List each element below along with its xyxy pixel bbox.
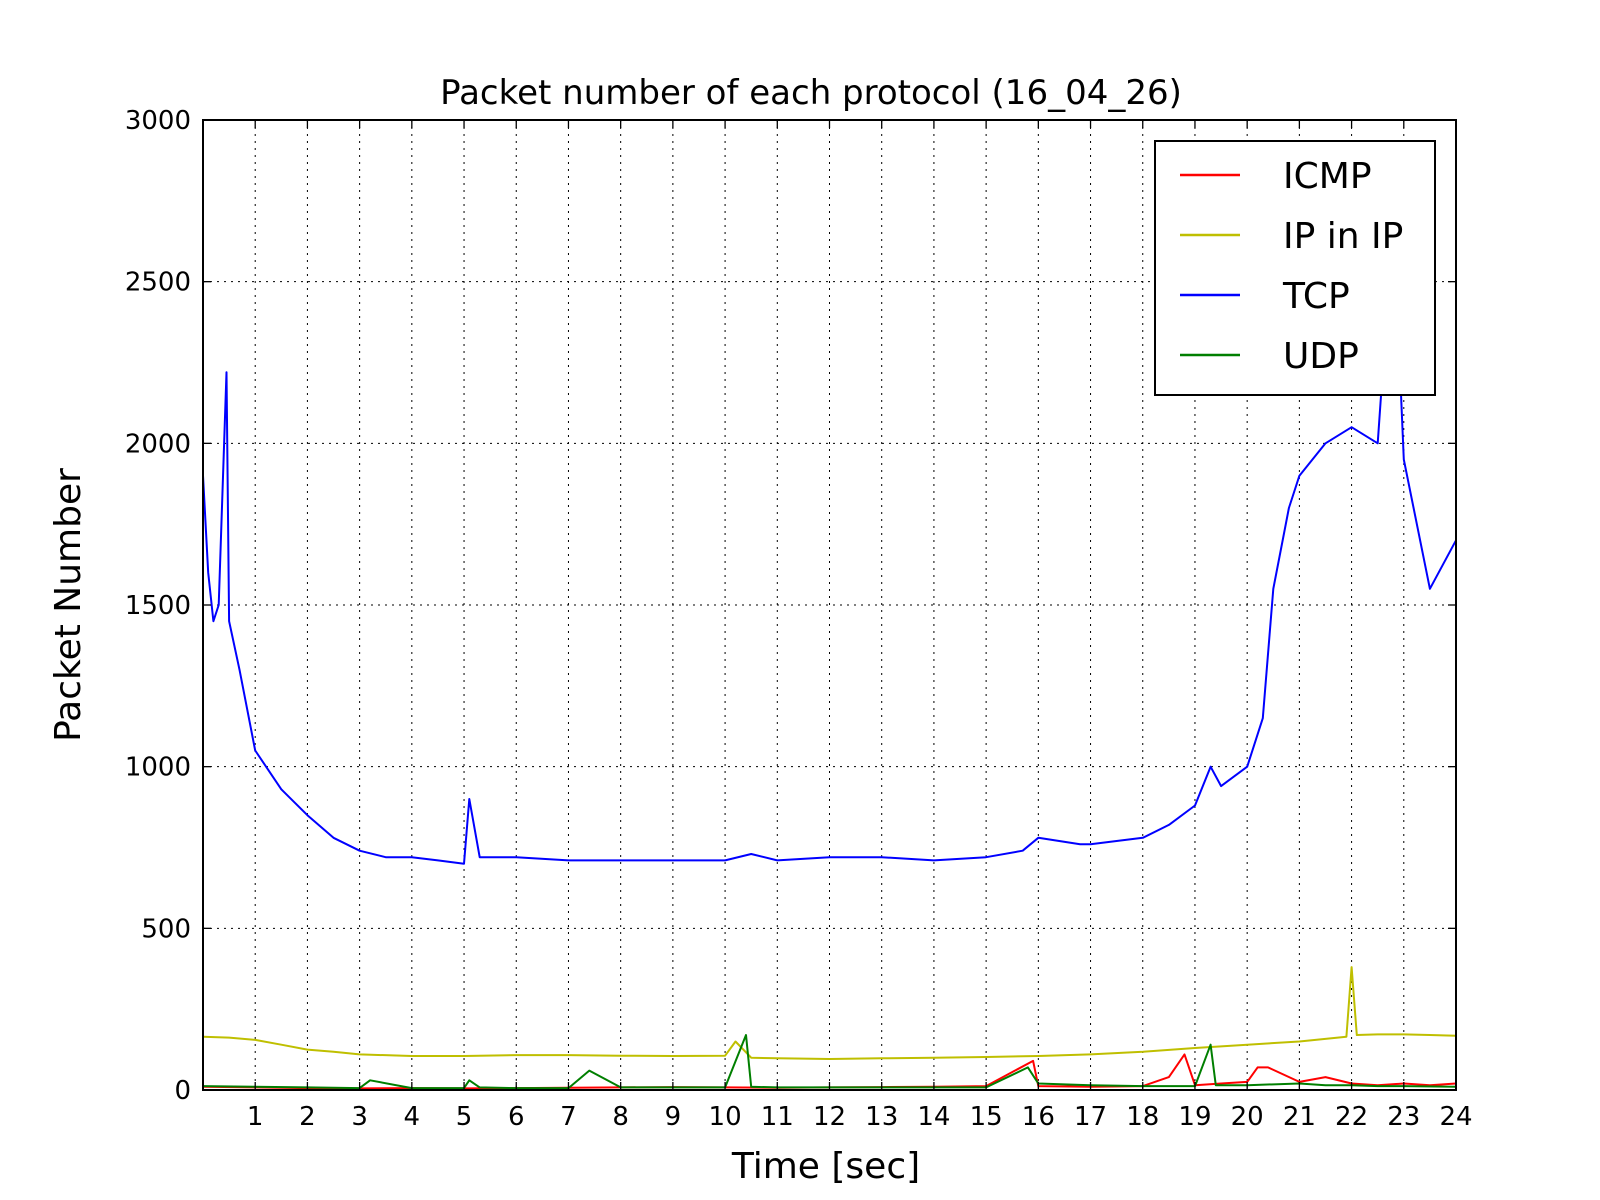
legend-label-udp: UDP xyxy=(1283,336,1359,377)
x-tick-label: 20 xyxy=(1231,1102,1264,1132)
y-tick-labels: 0 500 1000 1500 2000 2500 3000 xyxy=(125,106,191,1106)
x-tick-label: 5 xyxy=(456,1102,473,1132)
x-tick-label: 16 xyxy=(1022,1102,1055,1132)
x-tick-label: 19 xyxy=(1178,1102,1211,1132)
x-tick-label: 22 xyxy=(1335,1102,1368,1132)
legend-label-ip-in-ip: IP in IP xyxy=(1283,216,1403,257)
x-tick-label: 24 xyxy=(1439,1102,1472,1132)
x-tick-label: 6 xyxy=(508,1102,525,1132)
x-tick-label: 18 xyxy=(1126,1102,1159,1132)
x-tick-labels: 1 2 3 4 5 6 7 8 9 10 11 12 13 14 15 16 17 18 19 20 21 22 23 24 xyxy=(247,1102,1473,1132)
x-tick-label: 17 xyxy=(1074,1102,1107,1132)
x-tick-label: 11 xyxy=(761,1102,794,1132)
y-tick-label: 500 xyxy=(141,914,191,944)
y-tick-label: 3000 xyxy=(125,106,191,136)
x-tick-label: 23 xyxy=(1387,1102,1420,1132)
y-tick-label: 2000 xyxy=(125,429,191,459)
x-tick-label: 7 xyxy=(560,1102,577,1132)
series-line-tcp xyxy=(202,216,1457,865)
y-axis-label: Packet Number xyxy=(48,468,89,742)
legend-label-tcp: TCP xyxy=(1282,276,1350,317)
x-tick-label: 4 xyxy=(404,1102,421,1132)
x-axis-label: Time [sec] xyxy=(731,1146,920,1187)
legend-items: ICMP IP in IP TCP UDP xyxy=(1180,156,1403,377)
x-tick-label: 12 xyxy=(813,1102,846,1132)
y-tick-label: 0 xyxy=(174,1076,191,1106)
y-tick-label: 2500 xyxy=(125,268,191,298)
x-tick-label: 9 xyxy=(665,1102,682,1132)
legend-label-icmp: ICMP xyxy=(1283,156,1372,197)
series-line-ip-in-ip xyxy=(202,966,1457,1060)
x-tick-label: 2 xyxy=(299,1102,316,1132)
x-tick-label: 1 xyxy=(247,1102,264,1132)
x-tick-label: 10 xyxy=(709,1102,742,1132)
x-tick-label: 13 xyxy=(865,1102,898,1132)
x-tick-label: 15 xyxy=(970,1102,1003,1132)
y-tick-label: 1000 xyxy=(125,753,191,783)
legend: ICMP IP in IP TCP UDP xyxy=(1154,140,1436,396)
axis-ticks xyxy=(203,119,1457,1091)
chart-title: Packet number of each protocol (16_04_26… xyxy=(440,73,1182,113)
x-tick-label: 21 xyxy=(1283,1102,1316,1132)
legend-box xyxy=(1154,140,1436,396)
x-tick-label: 14 xyxy=(917,1102,950,1132)
x-tick-label: 3 xyxy=(351,1102,368,1132)
y-tick-label: 1500 xyxy=(125,591,191,621)
x-tick-label: 8 xyxy=(612,1102,629,1132)
